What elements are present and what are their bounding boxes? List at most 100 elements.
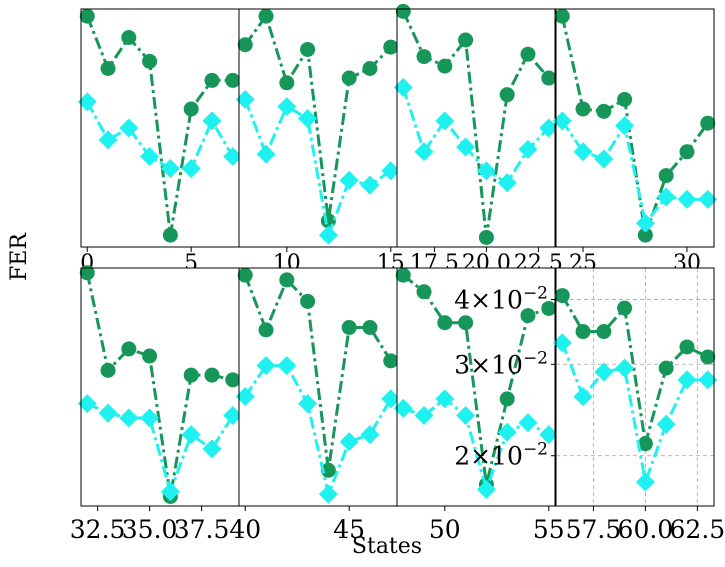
data-point-circle	[100, 61, 116, 76]
subplot-bottom-1: 32.535.037.5	[70, 265, 243, 544]
subplot-bottom-4: 57.560.062.5 2×10−2 3×10−2 4×10−2	[454, 267, 725, 544]
data-point-diamond	[456, 137, 476, 157]
data-point-circle	[416, 284, 432, 300]
data-point-circle	[437, 315, 453, 331]
data-point-circle	[341, 70, 357, 86]
data-point-diamond	[119, 408, 139, 428]
data-point-diamond	[518, 139, 538, 159]
data-point-diamond	[414, 406, 434, 426]
data-point-diamond	[202, 111, 222, 131]
plot-area	[556, 9, 714, 247]
data-point-circle	[121, 30, 137, 46]
data-point-diamond	[476, 161, 496, 181]
data-point-diamond	[497, 173, 517, 193]
x-tick-label: 55	[533, 515, 565, 544]
x-axis-label: States	[352, 534, 422, 559]
data-point-diamond	[539, 425, 559, 445]
data-point-diamond	[573, 387, 593, 407]
data-point-circle	[458, 315, 474, 331]
subplot-top-3: 17.5 20.0 22.5	[393, 3, 563, 276]
data-point-diamond	[235, 387, 255, 407]
data-point-circle	[395, 3, 411, 19]
data-point-circle	[554, 288, 570, 304]
data-point-diamond	[435, 111, 455, 131]
data-point-diamond	[160, 158, 180, 178]
data-point-diamond	[677, 370, 697, 390]
data-point-circle	[204, 367, 220, 383]
data-point-circle	[142, 53, 158, 69]
data-point-diamond	[698, 370, 718, 390]
data-point-circle	[279, 272, 295, 288]
y-tick-label: 3×10−2	[454, 348, 548, 379]
data-point-circle	[458, 32, 474, 48]
data-point-diamond	[456, 406, 476, 426]
data-point-diamond	[476, 479, 496, 499]
data-point-diamond	[339, 170, 359, 190]
data-point-circle	[541, 70, 557, 86]
y-axis-label: FER	[7, 232, 32, 281]
data-point-circle	[258, 8, 274, 24]
data-point-diamond	[160, 482, 180, 502]
data-point-circle	[183, 367, 199, 383]
data-point-circle	[320, 462, 336, 478]
x-tick-label: 62.5	[670, 515, 725, 544]
data-point-diamond	[223, 406, 243, 426]
data-point-diamond	[539, 118, 559, 138]
subplot-top-4: 25 30	[552, 8, 718, 276]
subplot-top-2: 10 15	[235, 8, 405, 276]
data-point-circle	[395, 267, 411, 283]
data-point-circle	[225, 372, 241, 388]
data-point-circle	[499, 391, 515, 407]
data-point-diamond	[98, 130, 118, 150]
data-point-diamond	[635, 472, 655, 492]
data-point-circle	[279, 75, 295, 91]
data-point-circle	[383, 353, 399, 369]
data-point-diamond	[298, 108, 318, 128]
data-point-diamond	[381, 161, 401, 181]
axes-frame	[396, 267, 556, 507]
plot-area	[397, 268, 555, 506]
data-point-diamond	[77, 92, 97, 112]
data-point-diamond	[140, 408, 160, 428]
y-tick-label: 2×10−2	[454, 440, 548, 471]
data-point-diamond	[393, 78, 413, 98]
data-point-diamond	[77, 394, 97, 414]
data-point-circle	[637, 227, 653, 243]
data-point-circle	[575, 324, 591, 340]
data-point-circle	[79, 265, 95, 281]
axes-frame	[555, 8, 715, 248]
data-point-diamond	[635, 213, 655, 233]
data-point-diamond	[360, 175, 380, 195]
data-point-circle	[617, 91, 633, 107]
axes-frame	[555, 267, 715, 507]
data-point-circle	[162, 227, 178, 243]
data-point-diamond	[277, 356, 297, 376]
data-point-diamond	[360, 425, 380, 445]
data-point-diamond	[277, 97, 297, 117]
data-point-circle	[478, 229, 494, 245]
data-point-circle	[225, 72, 241, 88]
data-point-circle	[79, 8, 95, 24]
data-point-circle	[237, 37, 253, 53]
data-point-diamond	[381, 389, 401, 409]
x-tick-label: 60.0	[618, 515, 674, 544]
x-tick-label: 35.0	[122, 515, 178, 544]
data-point-diamond	[656, 414, 676, 434]
data-point-diamond	[223, 147, 243, 167]
data-point-circle	[362, 61, 378, 76]
x-tick-label: 32.5	[70, 515, 126, 544]
data-point-diamond	[615, 116, 635, 136]
data-point-circle	[575, 101, 591, 117]
data-point-diamond	[552, 333, 572, 353]
data-point-circle	[300, 41, 316, 57]
data-point-diamond	[594, 149, 614, 169]
data-point-diamond	[119, 118, 139, 138]
axes-frame	[396, 8, 556, 248]
data-point-diamond	[318, 225, 338, 245]
data-point-circle	[637, 436, 653, 452]
subplot-grid: 0 5 10 15 17.5 20.0 22.5 25 30 32.535.037.5 40 45 50…	[70, 3, 725, 544]
data-point-diamond	[318, 484, 338, 504]
data-point-circle	[554, 8, 570, 24]
